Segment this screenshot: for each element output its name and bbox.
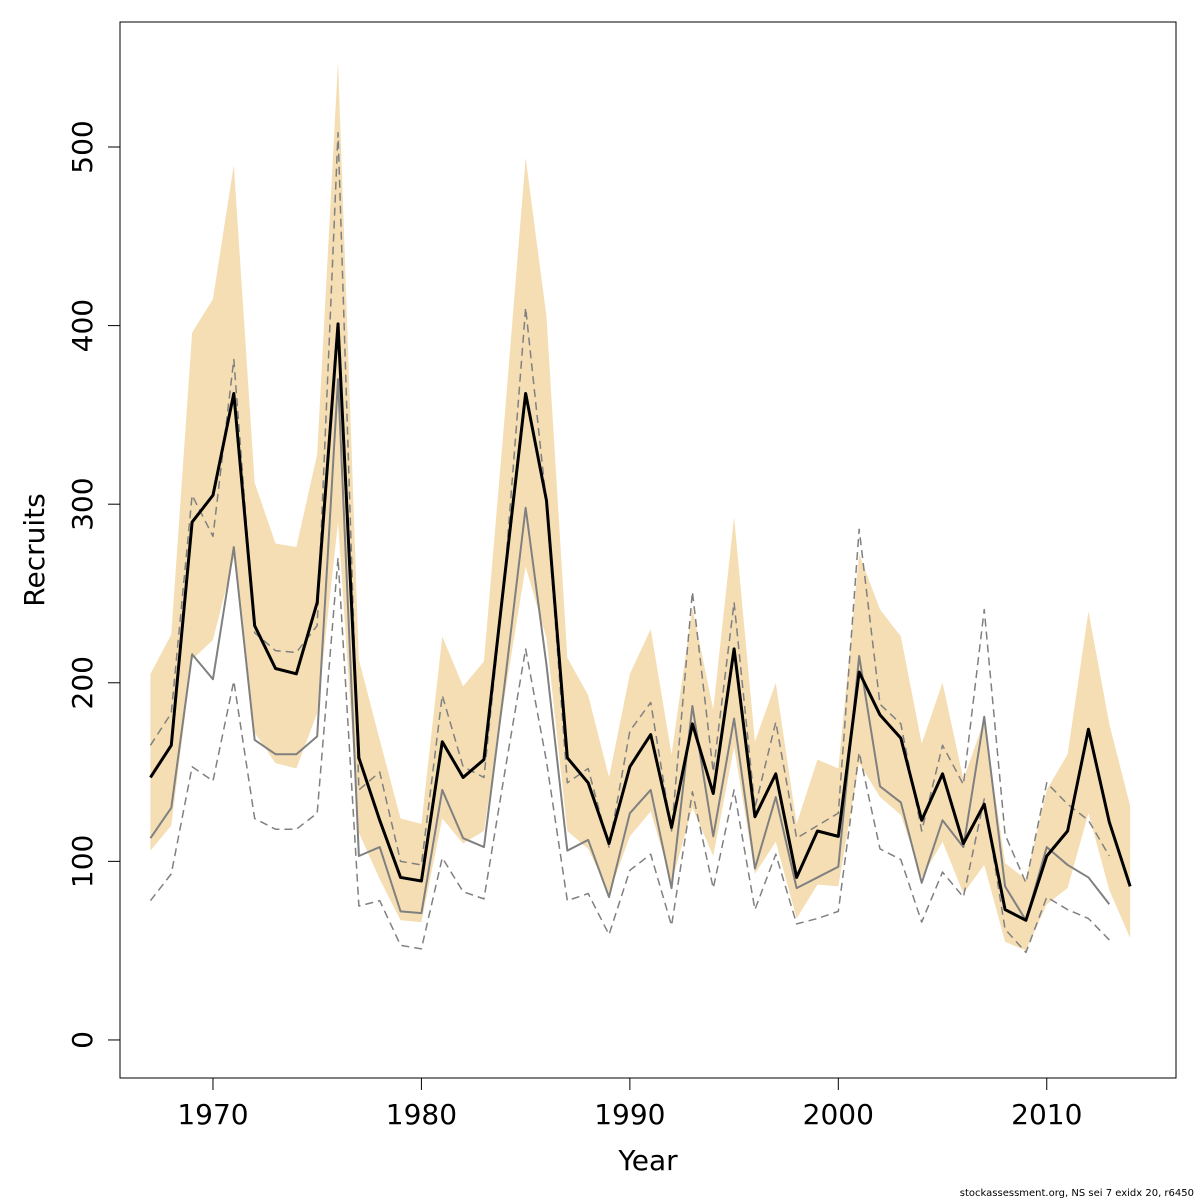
- confidence-band: [150, 61, 1131, 951]
- x-tick-label: 1990: [594, 1098, 665, 1131]
- y-tick-label: 400: [66, 299, 99, 352]
- y-tick-label: 0: [66, 1031, 99, 1049]
- series-line: [149, 557, 1110, 954]
- series-line: [149, 378, 1111, 922]
- y-axis-label: Recruits: [18, 493, 51, 606]
- series-line: [149, 131, 1110, 884]
- y-tick-label: 300: [66, 477, 99, 530]
- y-tick-label: 500: [66, 120, 99, 173]
- x-tick-label: 2010: [1011, 1098, 1082, 1131]
- footer: stockassessment.org, NS sei 7 exidx 20, …: [960, 1188, 1194, 1199]
- x-axis-label: Year: [617, 1144, 678, 1177]
- y-tick-label: 100: [66, 835, 99, 888]
- y-tick-label: 200: [66, 656, 99, 709]
- x-tick-label: 1980: [386, 1098, 457, 1131]
- x-tick-label: 1970: [177, 1098, 248, 1131]
- x-tick-label: 2000: [803, 1098, 874, 1131]
- series-line: [149, 322, 1132, 922]
